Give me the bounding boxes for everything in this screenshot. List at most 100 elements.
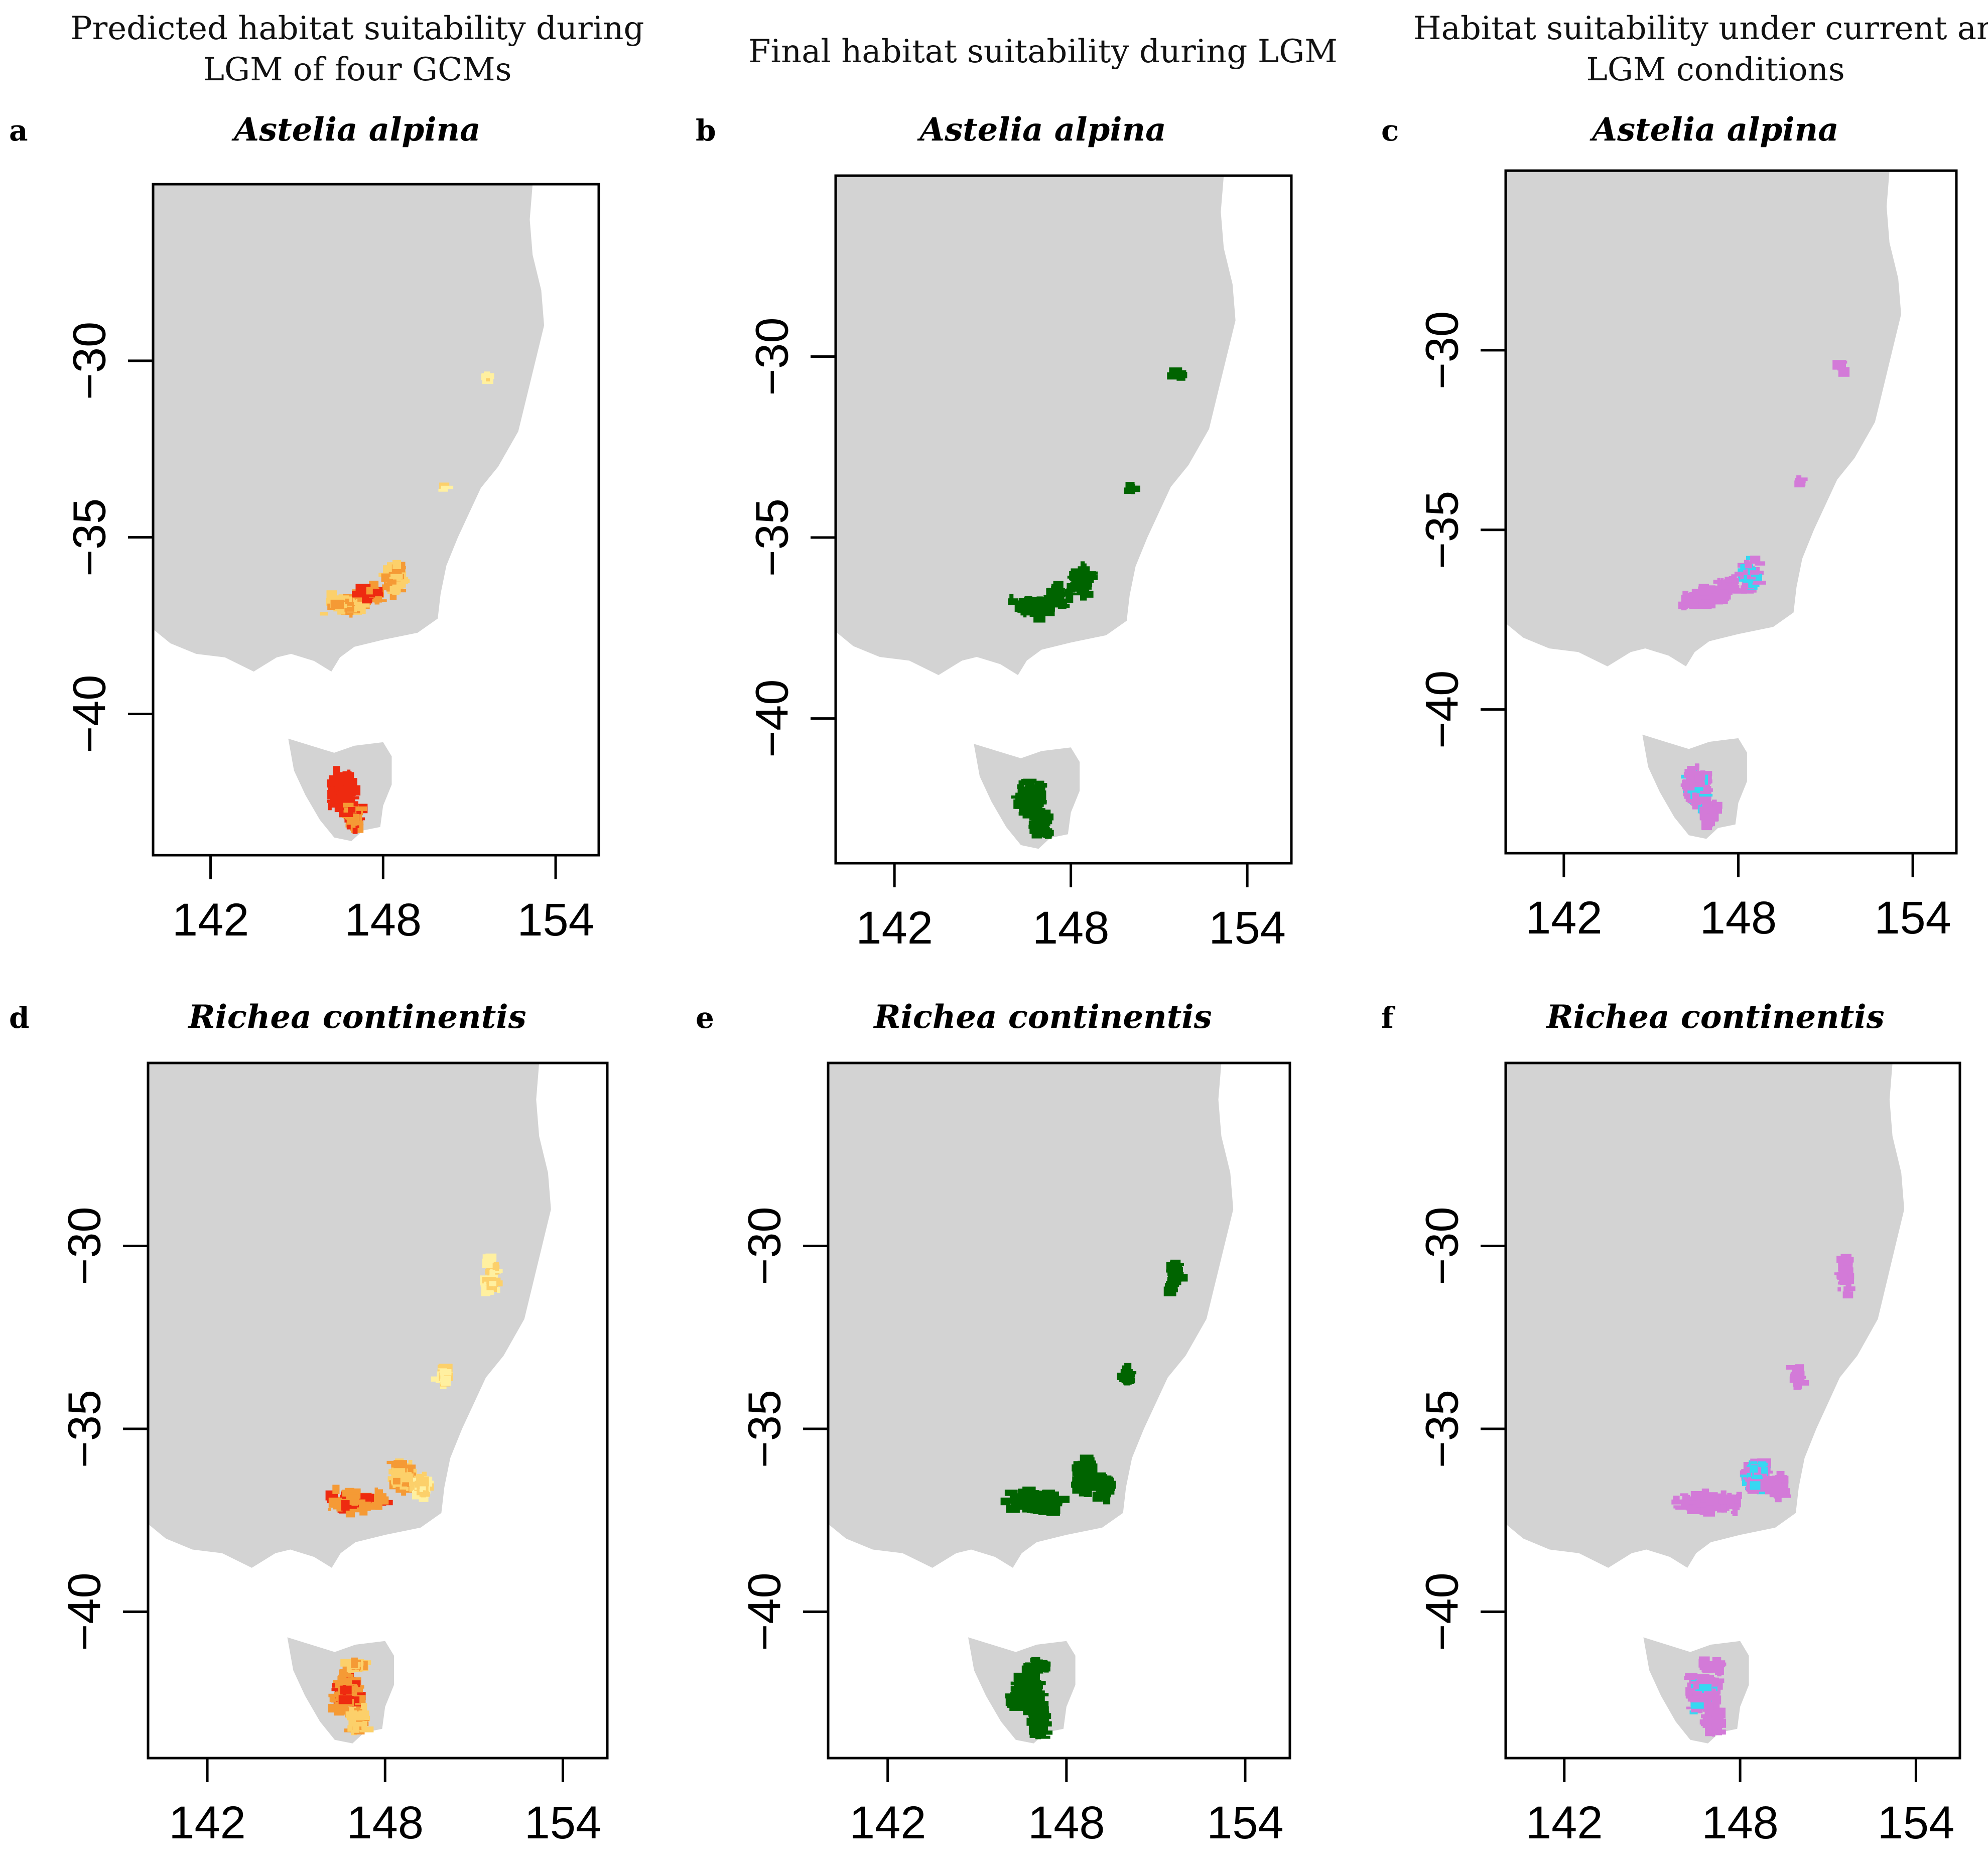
habitat-cell (1741, 579, 1744, 582)
habitat-cell (439, 1369, 452, 1376)
habitat-cell (351, 1499, 358, 1506)
habitat-cell (1688, 1695, 1698, 1702)
habitat-cell (1026, 1504, 1031, 1508)
habitat-cell (1687, 766, 1698, 770)
habitat-cell (1038, 1684, 1042, 1692)
habitat-cell (1693, 1685, 1697, 1690)
habitat-cell (1020, 1499, 1024, 1502)
habitat-cell (340, 1659, 354, 1667)
habitat-cell (332, 1683, 335, 1688)
habitat-cell (1072, 1484, 1081, 1487)
habitat-cell (1699, 1499, 1712, 1503)
habitat-cell (1776, 1477, 1781, 1488)
habitat-cell (1699, 793, 1713, 797)
habitat-cell (1754, 1470, 1766, 1475)
habitat-cell (345, 1685, 358, 1690)
habitat-cell (1750, 1481, 1761, 1490)
habitat-cell (342, 813, 353, 817)
x-tick-label: 154 (1878, 1797, 1955, 1848)
habitat-cell (1012, 1700, 1020, 1703)
habitat-cell (1043, 810, 1049, 818)
habitat-cell (399, 1478, 411, 1483)
habitat-cell (1036, 798, 1041, 807)
habitat-cell (1037, 1491, 1047, 1496)
habitat-cell (1018, 605, 1023, 611)
habitat-cell (1170, 370, 1182, 377)
map-panel-e: 142 148 154 −30 −35 −40 e Richea continentis (696, 998, 1291, 1848)
habitat-cell (1011, 795, 1025, 799)
habitat-cell (1055, 582, 1059, 589)
habitat-cell (1021, 1683, 1027, 1693)
habitat-cell (490, 1269, 503, 1273)
habitat-cell (431, 1376, 444, 1382)
habitat-cell (1166, 1281, 1174, 1285)
habitat-cell (1709, 1688, 1716, 1693)
habitat-cell (1694, 795, 1698, 801)
habitat-cell (492, 1263, 499, 1271)
habitat-cell (352, 824, 358, 834)
habitat-cell (1016, 800, 1021, 803)
y-tick-label: −30 (1416, 311, 1468, 389)
habitat-cell (1087, 1467, 1093, 1477)
habitat-cell (1786, 1365, 1799, 1370)
habitat-cell (1067, 576, 1076, 579)
habitat-cell (340, 1685, 352, 1695)
habitat-cell (1024, 596, 1032, 605)
habitat-cell (340, 784, 351, 789)
habitat-cell (1698, 1684, 1712, 1691)
habitat-cell (1748, 1477, 1752, 1481)
habitat-cell (320, 612, 328, 616)
habitat-cell (340, 1678, 352, 1685)
habitat-cell (1036, 1724, 1045, 1730)
habitat-cell (351, 1657, 358, 1668)
habitat-cell (1035, 1732, 1041, 1740)
habitat-cell (1687, 772, 1691, 782)
habitat-cell (1030, 1713, 1039, 1718)
habitat-cell (1694, 774, 1699, 783)
habitat-cell (1051, 590, 1058, 594)
habitat-cell (1086, 571, 1098, 575)
habitat-cell (1094, 1493, 1104, 1500)
habitat-cell (1169, 1271, 1177, 1280)
habitat-cell (1102, 1488, 1112, 1494)
habitat-cell (1022, 1678, 1031, 1684)
mainland-landmass (148, 1063, 551, 1568)
habitat-cell (1774, 1491, 1787, 1497)
habitat-cell (352, 1696, 360, 1703)
species-title: Richea continentis (873, 998, 1212, 1036)
habitat-cell (1712, 1698, 1717, 1702)
habitat-cell (1015, 600, 1027, 604)
map-panel-a: 142 148 154 −30 −35 −40 a Astelia alpina (9, 111, 600, 946)
habitat-cell (363, 1660, 368, 1670)
habitat-cell (1712, 1729, 1726, 1735)
mainland-landmass (828, 1063, 1234, 1568)
habitat-cell (1010, 1686, 1018, 1692)
habitat-cell (1039, 816, 1046, 827)
panel-letter: c (1381, 113, 1399, 148)
habitat-cell (1704, 774, 1708, 785)
map-panel-d: 142 148 154 −30 −35 −40 d Richea continentis (9, 998, 609, 1848)
habitat-cell (1028, 779, 1034, 788)
habitat-cell (1030, 1657, 1034, 1662)
habitat-cell (1682, 1495, 1690, 1500)
habitat-cell (1706, 1495, 1714, 1506)
habitat-cell (440, 488, 446, 492)
habitat-cell (441, 485, 454, 489)
habitat-cell (1709, 1726, 1720, 1729)
habitat-cell (361, 1721, 367, 1730)
habitat-cell (345, 598, 349, 604)
x-tick-label: 142 (849, 1797, 926, 1848)
habitat-cell (485, 1253, 497, 1261)
habitat-cell (1732, 1495, 1737, 1501)
y-tick-label: −30 (1416, 1207, 1468, 1285)
habitat-cell (1037, 1695, 1042, 1698)
habitat-cell (419, 1489, 423, 1492)
habitat-cell (1746, 1466, 1750, 1473)
habitat-cell (1703, 1492, 1708, 1498)
habitat-cell (354, 1687, 363, 1693)
x-tick-label: 154 (1874, 892, 1951, 944)
x-tick-label: 148 (1701, 1797, 1779, 1848)
habitat-cell (1084, 1477, 1095, 1484)
habitat-cell (489, 1281, 496, 1286)
habitat-cell (372, 589, 383, 597)
